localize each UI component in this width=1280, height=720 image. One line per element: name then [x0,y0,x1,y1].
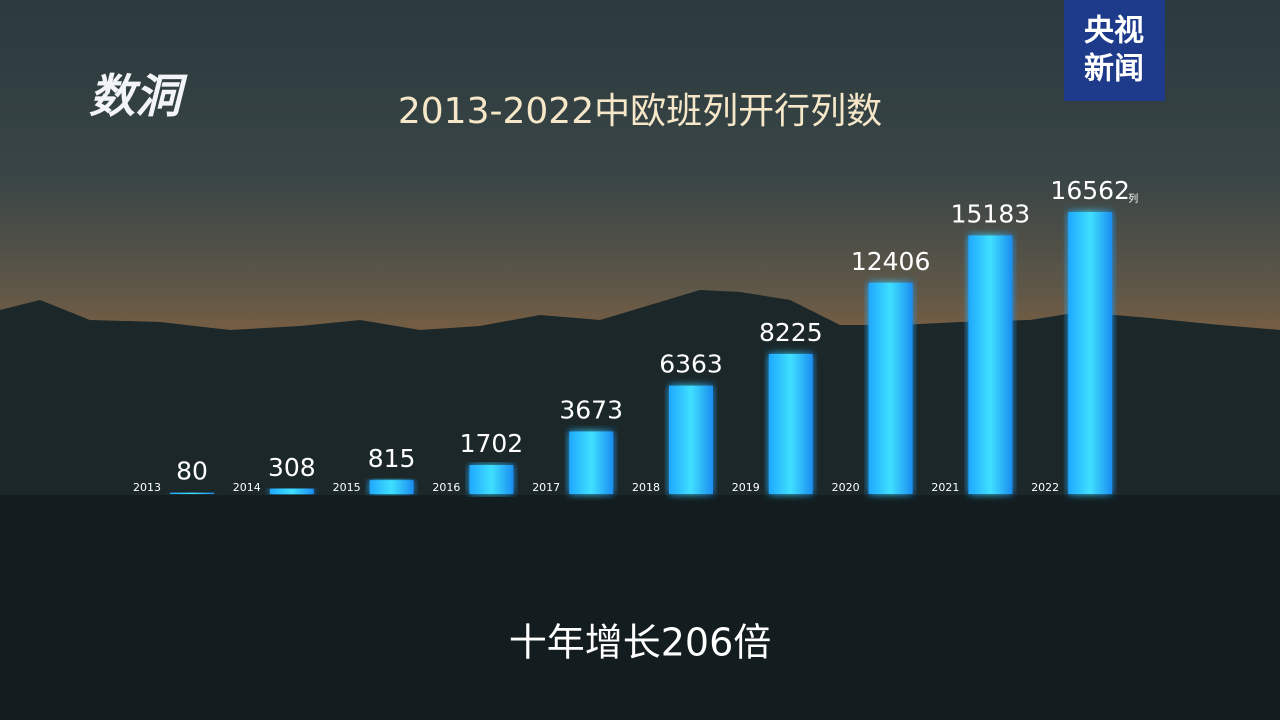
data-label: 308 [268,453,316,482]
data-label: 15183 [951,199,1031,228]
unit-label: 列 [1128,192,1138,205]
watermark: 新闻 [1084,52,1144,87]
bar [768,353,813,494]
data-label: 3673 [559,395,623,424]
bar [569,431,614,494]
data-label: 6363 [659,350,723,379]
bar [1068,212,1113,494]
chart-title: 2013-2022中欧班列开行列数 [398,91,882,132]
data-label: 16562 [1050,176,1130,205]
x-tick-label: 2019 [732,481,760,494]
bar [669,385,713,494]
x-tick-label: 2022 [1031,481,1059,494]
x-tick-label: 2021 [931,481,959,494]
x-tick-label: 2017 [532,481,560,494]
bar [170,492,214,494]
data-label: 815 [368,444,416,473]
data-label: 8225 [759,318,823,347]
bar [968,235,1013,494]
x-tick-label: 2015 [333,481,361,494]
caption: 十年增长206倍 [509,621,772,665]
bar [469,465,514,494]
watermark-box [1064,0,1165,101]
bar [868,282,913,494]
x-tick-label: 2014 [233,481,261,494]
data-label: 12406 [851,247,931,276]
bar [369,480,414,494]
bar [269,488,314,494]
data-label: 80 [176,457,208,486]
logo: 数洞 [89,69,188,123]
watermark: 央视 [1084,14,1144,49]
x-tick-label: 2018 [632,481,660,494]
x-tick-label: 2020 [832,481,860,494]
x-tick-label: 2016 [432,481,460,494]
ground [0,495,1280,720]
x-tick-label: 2013 [133,481,161,494]
data-label: 1702 [460,429,524,458]
